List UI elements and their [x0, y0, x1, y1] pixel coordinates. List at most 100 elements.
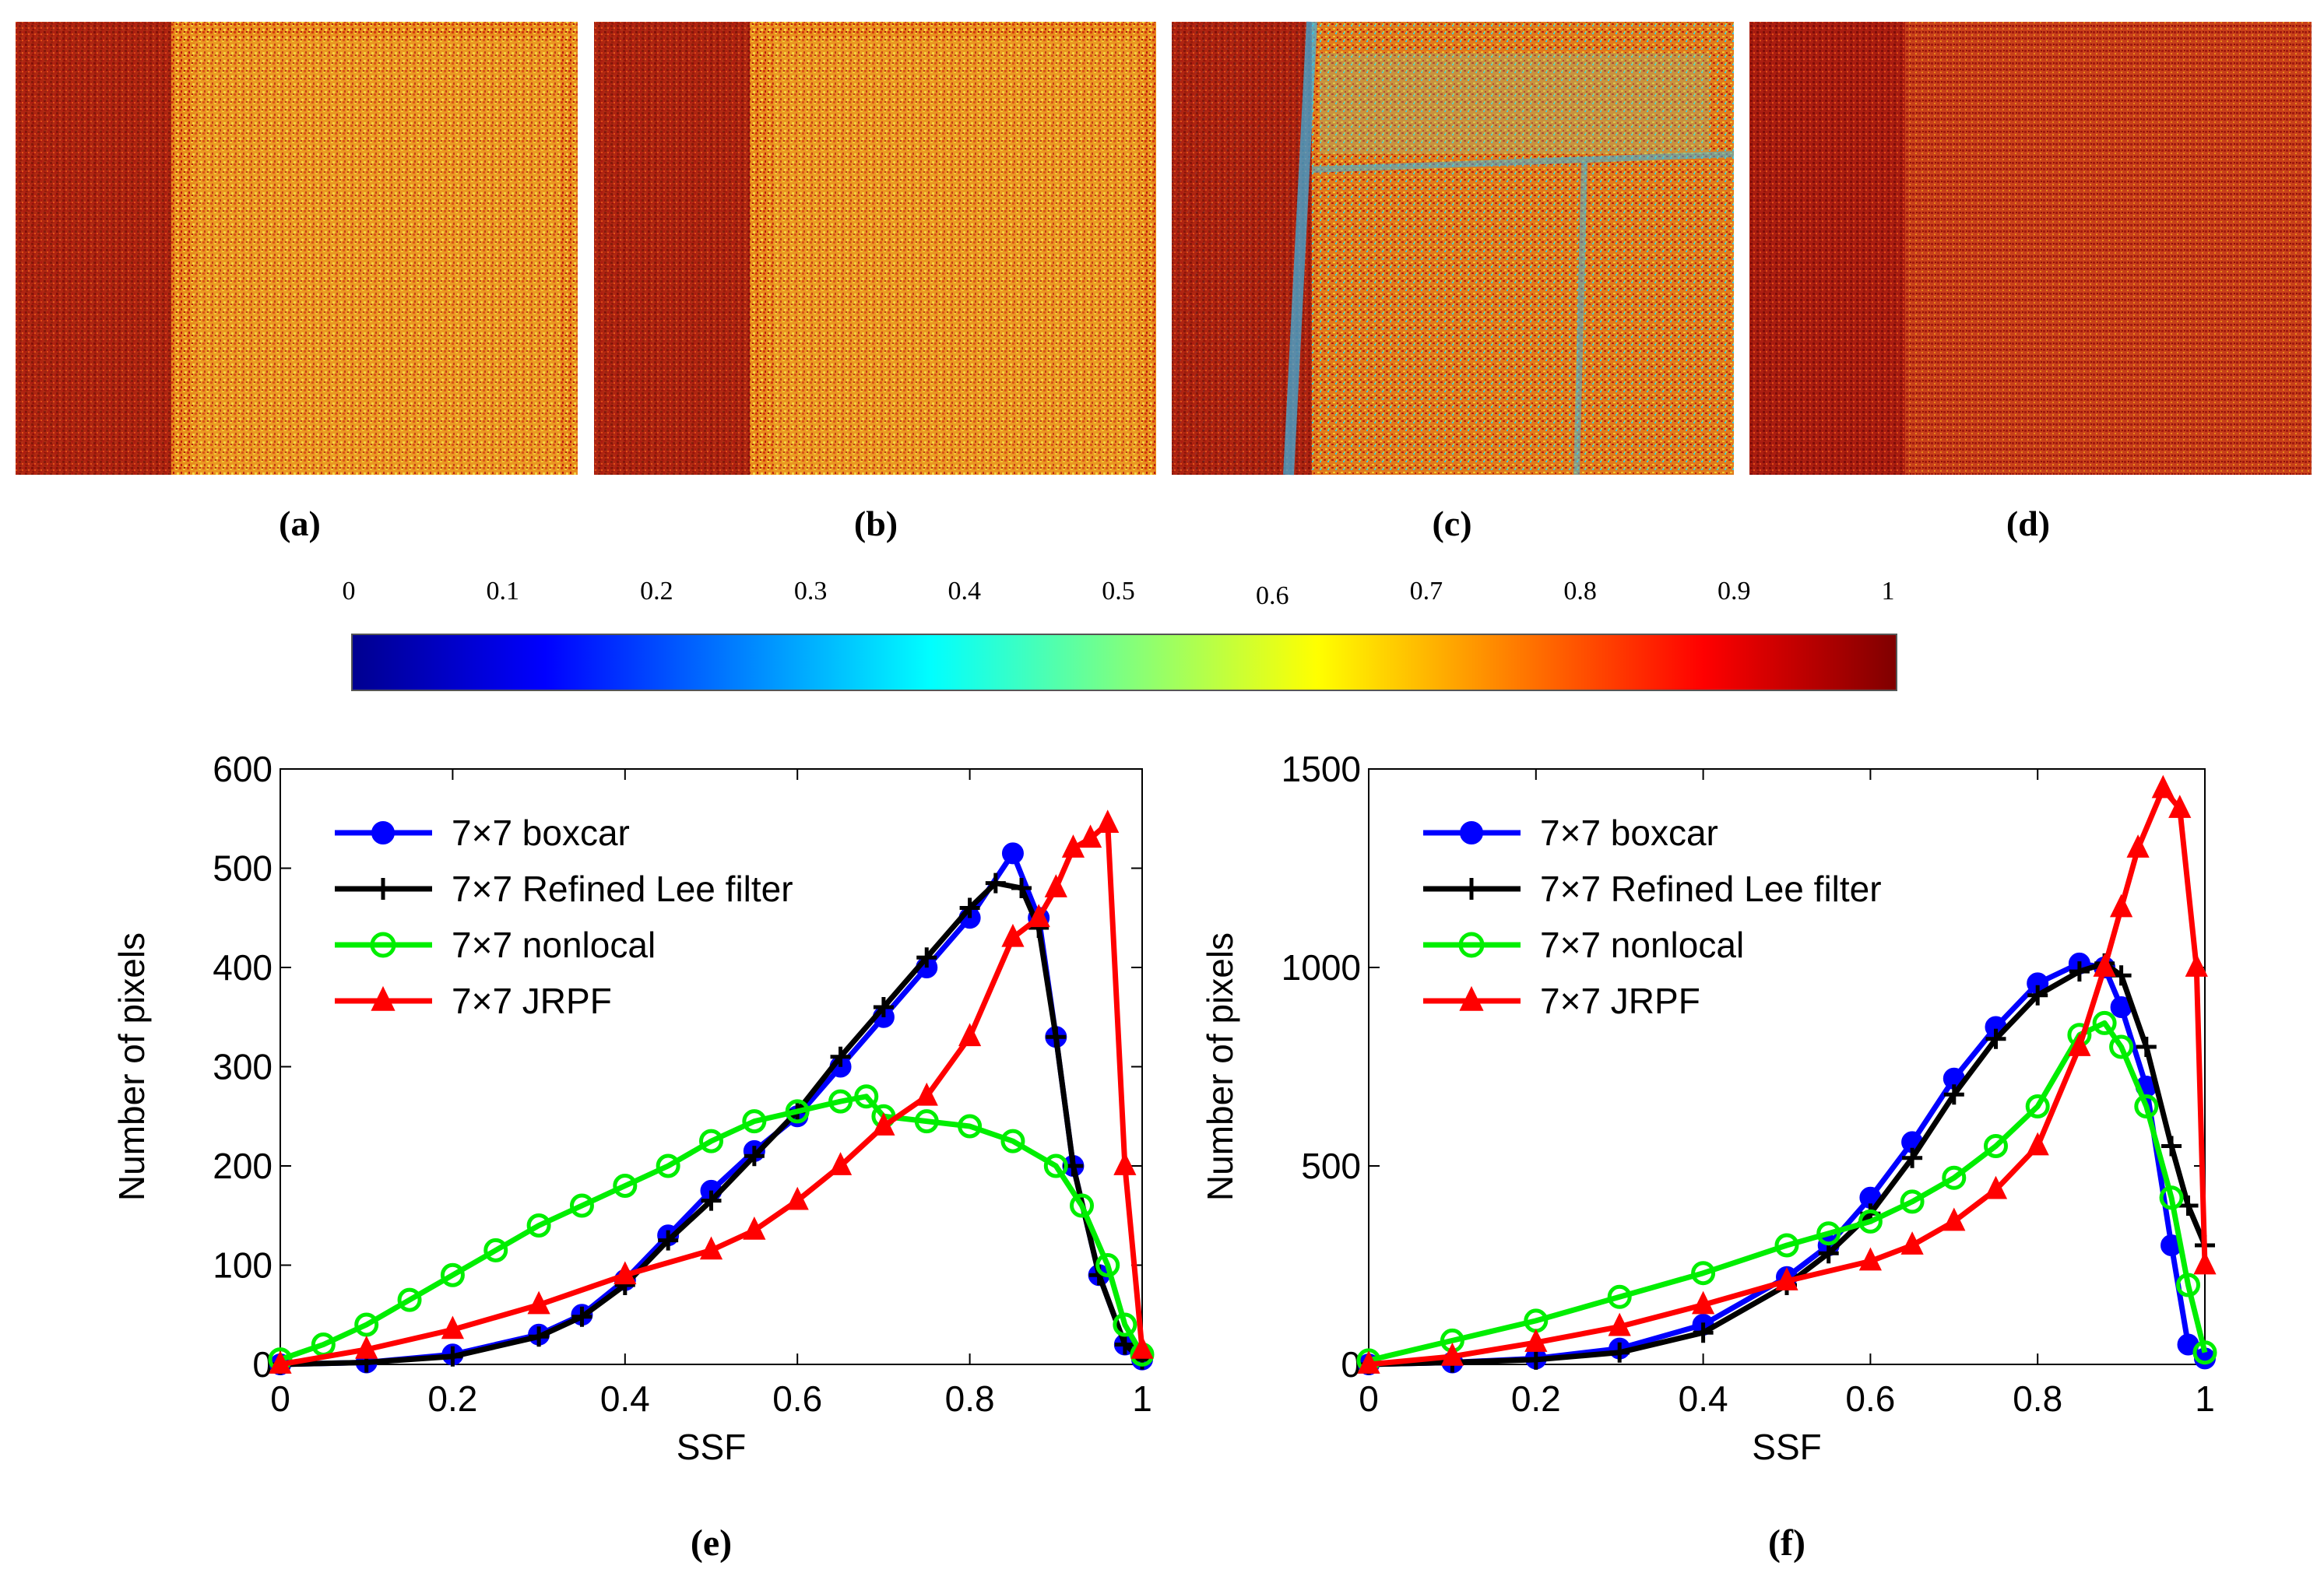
x-tick-label: 0.6 [772, 1378, 822, 1419]
data-point [873, 997, 894, 1017]
data-point [1942, 1165, 1967, 1190]
panel-label-b: (b) [854, 504, 898, 543]
colorbar-tick-label: 0.7 [1410, 577, 1443, 606]
x-tick-label: 0 [270, 1378, 290, 1419]
data-point [1985, 1028, 2006, 1049]
data-point [1607, 1284, 1632, 1309]
data-point [785, 1099, 810, 1124]
legend-label: 7×7 JRPF [452, 981, 612, 1021]
data-point [1818, 1243, 1839, 1264]
data-point [1043, 1153, 1068, 1178]
colorbar-tick-label: 0.9 [1718, 577, 1751, 606]
data-point [2092, 1010, 2117, 1035]
data-point [1061, 834, 1085, 858]
y-tick-label: 600 [213, 749, 272, 789]
image-panel-a [16, 22, 578, 475]
data-point [354, 1312, 379, 1337]
colorbar: 0 0.1 0.2 0.3 0.4 0.5 0.6 0.7 0.8 0.9 1 [343, 577, 1897, 691]
data-point [2093, 953, 2116, 977]
data-point [1027, 904, 1050, 928]
data-point [2176, 1273, 2201, 1297]
legend-label: 7×7 Refined Lee filter [452, 869, 793, 909]
data-point [2178, 1196, 2199, 1216]
data-point [2185, 953, 2208, 977]
x-tick-label: 0.8 [945, 1378, 995, 1419]
data-point [529, 1326, 550, 1347]
data-point [1902, 1147, 1923, 1168]
colorbar-tick-label: 1 [1882, 577, 1895, 606]
data-point [441, 1315, 465, 1339]
data-point [1858, 1247, 1883, 1271]
series-3 [1357, 774, 2217, 1374]
data-point [958, 1023, 982, 1047]
x-tick-label: 1 [1132, 1378, 1152, 1419]
data-point [2027, 985, 2048, 1006]
colorbar-tick-label: 0.5 [1102, 577, 1135, 606]
data-point [1011, 878, 1032, 898]
data-point [915, 1082, 938, 1106]
data-point [872, 1112, 895, 1136]
data-point [1525, 1349, 1546, 1370]
series-line [1368, 1020, 2208, 1364]
data-point [1458, 932, 1485, 958]
data-point [1943, 1084, 1964, 1105]
data-point [1774, 1233, 1799, 1258]
y-axis-label: Number of pixels [1200, 932, 1240, 1201]
y-tick-label: 0 [252, 1344, 272, 1385]
data-point [1608, 1312, 1631, 1336]
data-point [1816, 1221, 1841, 1246]
data-point [613, 1174, 638, 1198]
data-point [1900, 1189, 1925, 1214]
legend-label: 7×7 Refined Lee filter [1540, 869, 1882, 909]
y-tick-label: 500 [213, 848, 272, 889]
data-point [1984, 1134, 2008, 1158]
data-point [1775, 1267, 1798, 1290]
colorbar-tick-label: 0 [343, 577, 356, 606]
data-point [744, 1146, 765, 1167]
data-point [483, 1238, 508, 1262]
y-tick-label: 1000 [1282, 947, 1361, 988]
colorbar-gradient [351, 634, 1897, 691]
y-tick-label: 500 [1301, 1146, 1361, 1186]
x-tick-label: 0.6 [1845, 1378, 1895, 1419]
data-point [571, 1306, 592, 1327]
y-tick-label: 400 [213, 947, 272, 988]
image-panel-d [1749, 22, 2312, 475]
data-point [527, 1290, 550, 1315]
data-point [371, 985, 396, 1011]
data-point [1609, 1342, 1630, 1363]
panel-label: (f) [1768, 1522, 1805, 1564]
data-point [440, 1262, 465, 1287]
data-point [2069, 961, 2090, 982]
y-tick-label: 100 [213, 1245, 272, 1286]
legend-label: 7×7 nonlocal [1540, 925, 1744, 965]
panel-label: (e) [691, 1522, 732, 1564]
data-point [355, 1336, 378, 1359]
data-point [2109, 1034, 2134, 1059]
data-point [1046, 1027, 1067, 1048]
series-line [280, 880, 1144, 1368]
x-tick-label: 1 [2195, 1378, 2215, 1419]
panel-label-d: (d) [2006, 504, 2050, 543]
colorbar-tick-label: 0.2 [640, 577, 673, 606]
x-tick-label: 0.8 [2013, 1378, 2062, 1419]
data-point [1001, 923, 1025, 947]
data-point [916, 947, 937, 968]
data-point [1000, 1129, 1025, 1153]
y-axis-label: Number of pixels [111, 932, 152, 1201]
data-point [959, 897, 980, 918]
data-point [397, 1287, 422, 1312]
data-point [1460, 821, 1483, 844]
data-point [914, 1109, 939, 1134]
data-point [1440, 1342, 1464, 1366]
data-point [1691, 1261, 1716, 1286]
legend-label: 7×7 boxcar [1540, 813, 1718, 853]
legend-label: 7×7 boxcar [452, 813, 630, 853]
data-point [2126, 834, 2150, 858]
data-point [442, 1346, 463, 1367]
data-point [2136, 1037, 2157, 1057]
data-point [699, 1236, 723, 1260]
data-point [1113, 1152, 1137, 1175]
